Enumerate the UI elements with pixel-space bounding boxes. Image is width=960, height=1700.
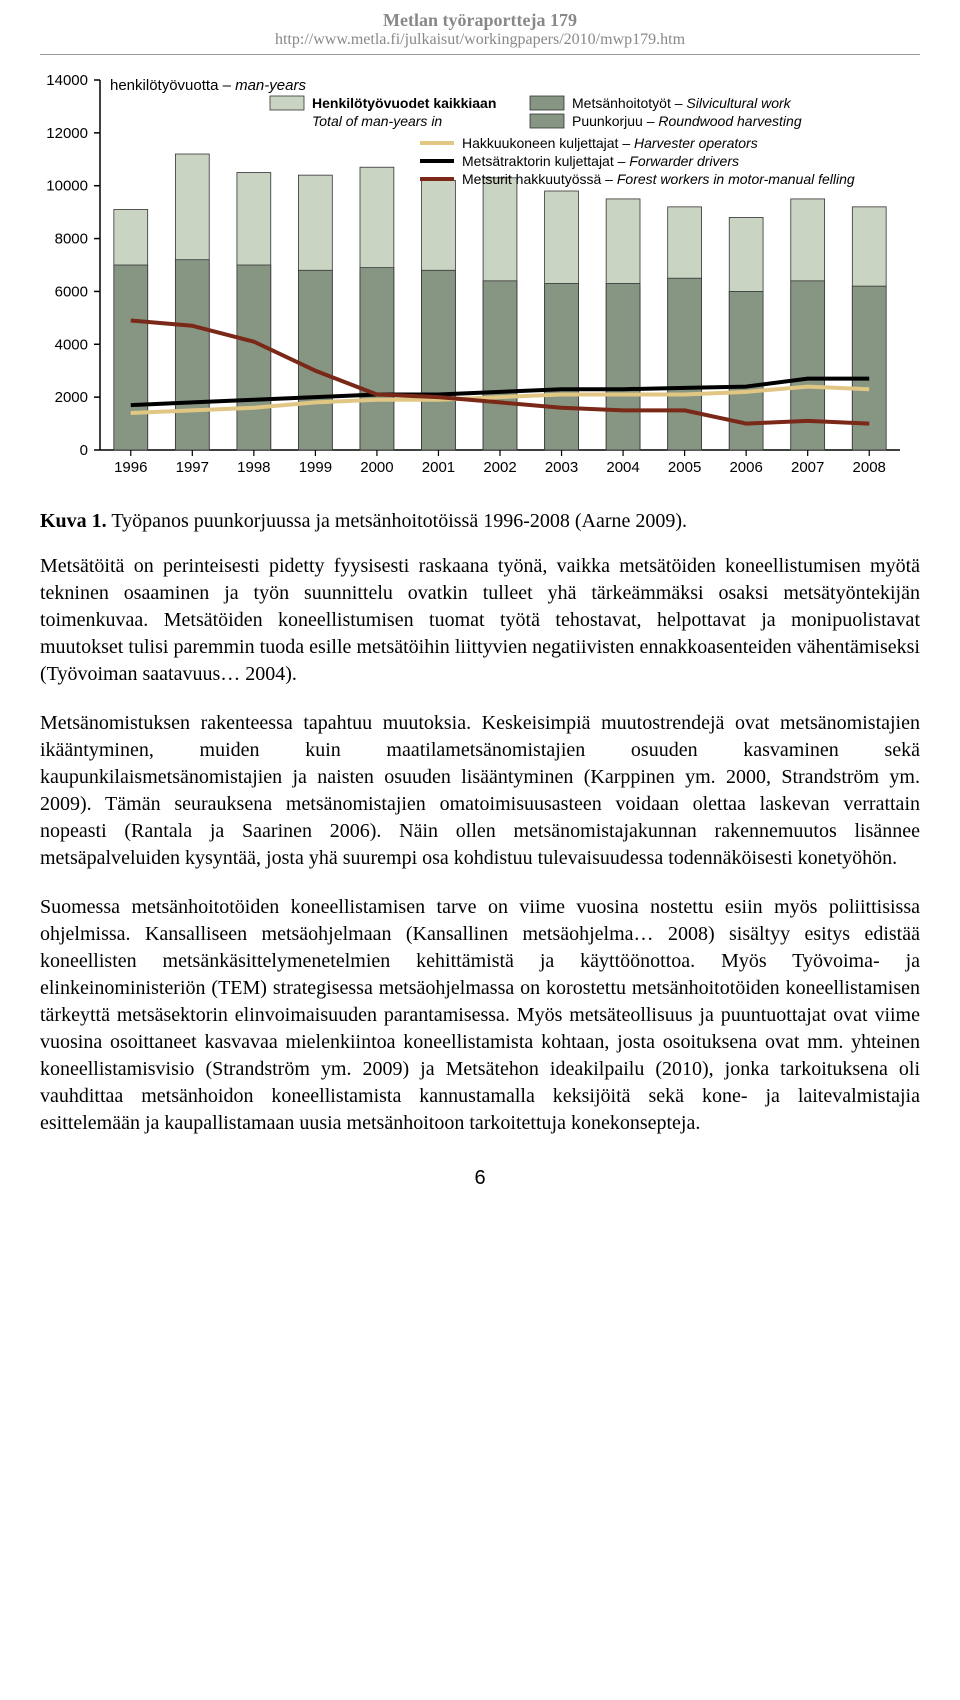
svg-text:2006: 2006 — [729, 459, 762, 476]
svg-text:1996: 1996 — [114, 459, 147, 476]
svg-text:Henkilötyövuodet kaikkiaan: Henkilötyövuodet kaikkiaan — [312, 95, 496, 111]
page-header: Metlan työraportteja 179 http://www.metl… — [0, 0, 960, 54]
svg-text:2008: 2008 — [853, 459, 886, 476]
svg-text:0: 0 — [80, 442, 88, 459]
svg-text:2003: 2003 — [545, 459, 578, 476]
header-title: Metlan työraportteja 179 — [0, 10, 960, 31]
paragraph-1: Metsätöitä on perinteisesti pidetty fyys… — [40, 553, 920, 688]
caption-label: Kuva 1. — [40, 510, 107, 532]
svg-text:2007: 2007 — [791, 459, 824, 476]
chart-container: 0 2000 4000 6000 8000 10000 12000 14000 1996 1997… — [40, 70, 920, 490]
figure-caption: Kuva 1. Työpanos puunkorjuussa ja metsän… — [40, 510, 920, 533]
svg-text:2005: 2005 — [668, 459, 701, 476]
svg-text:Puunkorjuu – Roundwood harvest: Puunkorjuu – Roundwood harvesting — [572, 113, 802, 129]
svg-text:Metsänhoitotyöt – Silvicultura: Metsänhoitotyöt – Silvicultural work — [572, 95, 792, 111]
header-rule — [40, 54, 920, 55]
svg-text:8000: 8000 — [55, 231, 88, 248]
svg-text:1999: 1999 — [299, 459, 332, 476]
paragraph-3: Suomessa metsänhoitotöiden koneellistami… — [40, 894, 920, 1137]
svg-text:10000: 10000 — [46, 178, 88, 195]
caption-text: Työpanos puunkorjuussa ja metsänhoitotöi… — [107, 510, 687, 532]
body-text: Metsätöitä on perinteisesti pidetty fyys… — [40, 553, 920, 1137]
svg-text:14000: 14000 — [46, 72, 88, 89]
page-number: 6 — [0, 1167, 960, 1190]
svg-text:henkilötyövuotta – man-years: henkilötyövuotta – man-years — [110, 77, 306, 94]
svg-text:2001: 2001 — [422, 459, 455, 476]
svg-text:Total of man-years in: Total of man-years in — [312, 113, 442, 129]
man-years-chart: 0 2000 4000 6000 8000 10000 12000 14000 1996 1997… — [40, 70, 910, 490]
svg-text:4000: 4000 — [55, 336, 88, 353]
svg-text:1997: 1997 — [176, 459, 209, 476]
header-url: http://www.metla.fi/julkaisut/workingpap… — [0, 31, 960, 49]
svg-text:Hakkuukoneen kuljettajat – Har: Hakkuukoneen kuljettajat – Harvester ope… — [462, 135, 758, 151]
svg-text:2004: 2004 — [606, 459, 639, 476]
svg-text:12000: 12000 — [46, 125, 88, 142]
svg-text:2002: 2002 — [483, 459, 516, 476]
paragraph-2: Metsänomistuksen rakenteessa tapahtuu mu… — [40, 710, 920, 872]
svg-text:Metsätraktorin kuljettajat – F: Metsätraktorin kuljettajat – Forwarder d… — [462, 153, 739, 169]
svg-text:Metsurit hakkuutyössä – Forest: Metsurit hakkuutyössä – Forest workers i… — [462, 171, 855, 187]
svg-text:2000: 2000 — [55, 389, 88, 406]
svg-text:2000: 2000 — [360, 459, 393, 476]
svg-text:6000: 6000 — [55, 283, 88, 300]
svg-text:1998: 1998 — [237, 459, 270, 476]
